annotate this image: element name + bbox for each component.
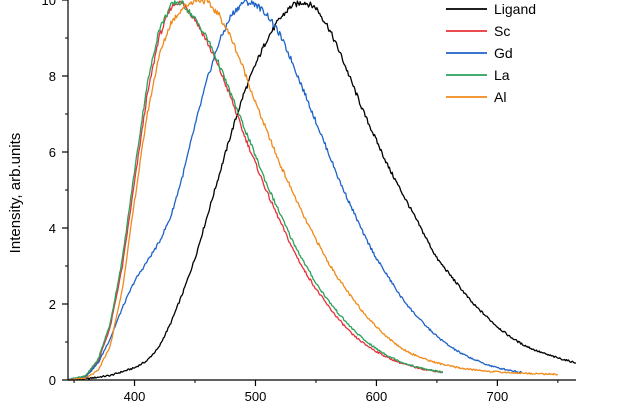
x-tick-label: 500	[245, 389, 267, 404]
y-axis-title: Intensity, arb.units	[7, 133, 24, 254]
x-tick-label: 600	[366, 389, 388, 404]
y-tick-label: 4	[49, 221, 56, 236]
ticks: 400 500 600 700 0 2 4 6 8 10	[42, 0, 559, 404]
y-tick-label: 2	[49, 297, 56, 312]
series-line-gd	[67, 0, 523, 381]
series-line-ligand	[67, 0, 577, 381]
series-line-la	[67, 0, 443, 381]
y-tick-label: 0	[49, 373, 56, 388]
plot-lines	[67, 0, 577, 381]
y-tick-label: 6	[49, 145, 56, 160]
legend: Ligand Sc Gd La Al	[446, 1, 536, 105]
legend-label-ligand: Ligand	[494, 1, 536, 17]
legend-label-sc: Sc	[494, 23, 510, 39]
series-line-sc	[68, 0, 444, 381]
series-line-al	[68, 0, 559, 381]
y-tick-label: 10	[42, 0, 56, 8]
legend-label-al: Al	[494, 89, 506, 105]
x-tick-label: 400	[124, 389, 146, 404]
y-tick-label: 8	[49, 69, 56, 84]
x-tick-label: 700	[487, 389, 509, 404]
legend-label-gd: Gd	[494, 45, 513, 61]
legend-label-la: La	[494, 67, 510, 83]
